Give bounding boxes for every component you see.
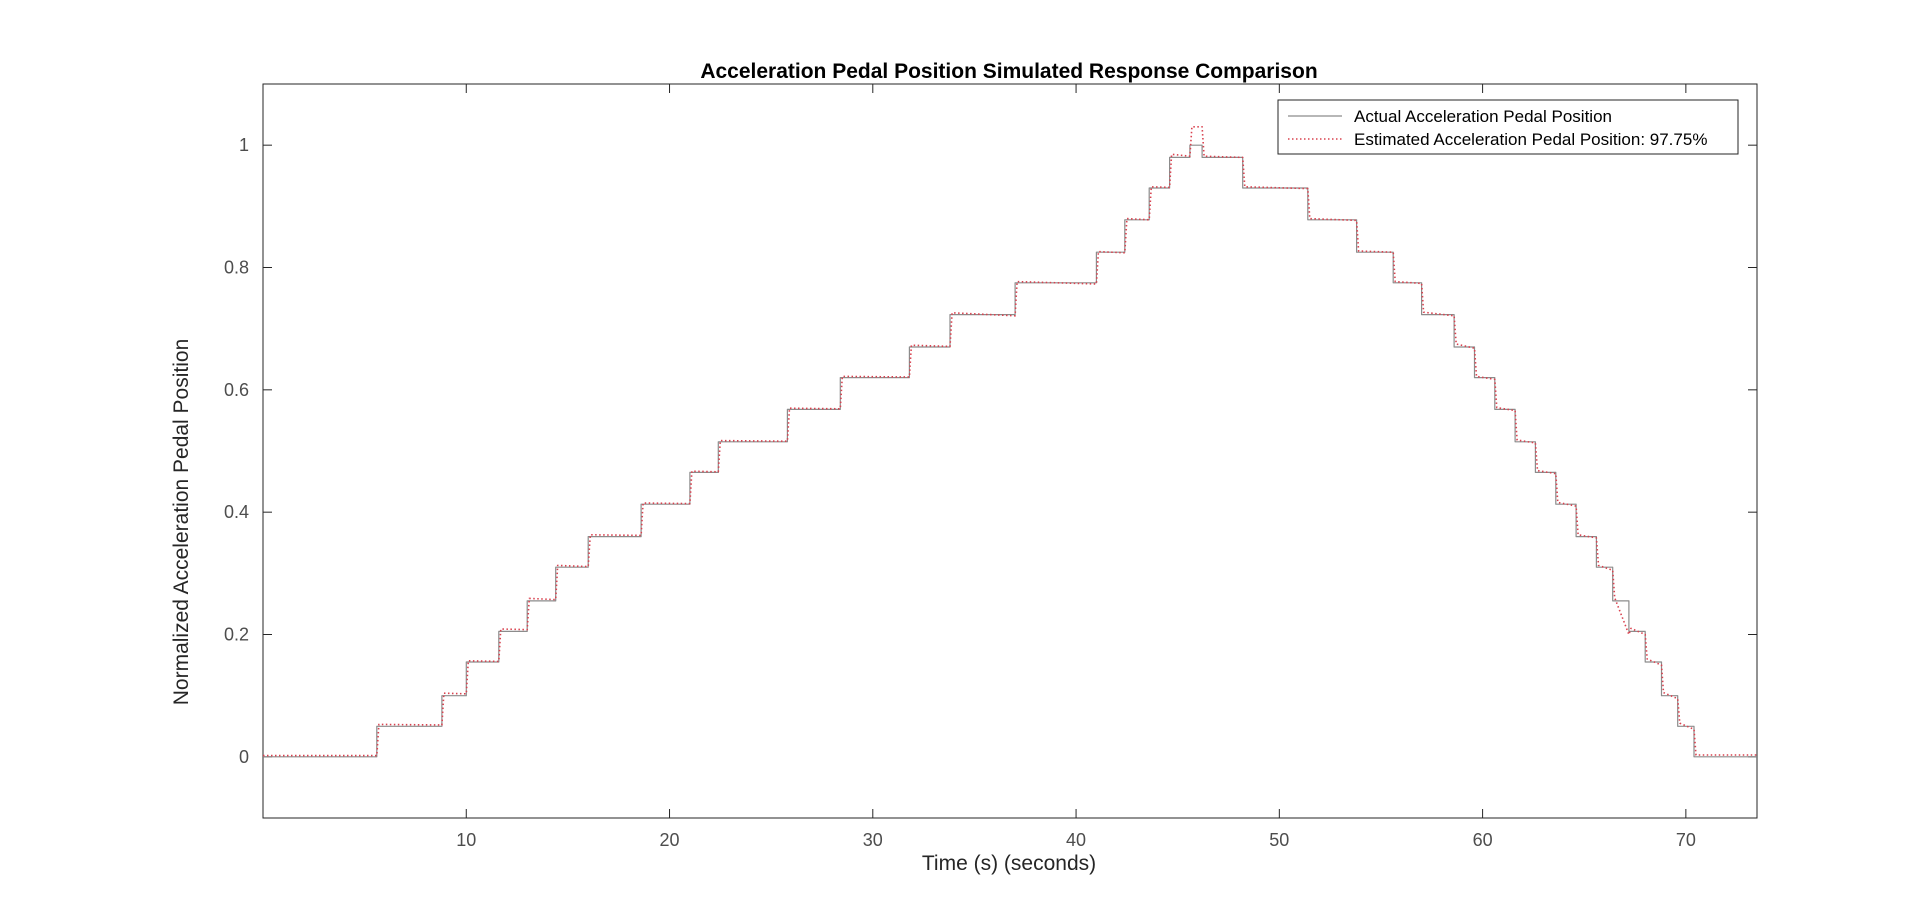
x-tick-label: 60 [1473, 830, 1493, 850]
x-tick-label: 50 [1269, 830, 1289, 850]
legend-entry-estimated: Estimated Acceleration Pedal Position: 9… [1354, 130, 1707, 149]
y-tick-label: 0.2 [224, 625, 249, 645]
y-axis-label: Normalized Acceleration Pedal Position [170, 339, 193, 706]
x-tick-label: 40 [1066, 830, 1086, 850]
x-axis: 10 20 30 40 50 60 70 [456, 84, 1696, 850]
series-line-actual [263, 144, 1757, 758]
y-tick-label: 0.4 [224, 502, 249, 522]
y-tick-label: 0.8 [224, 258, 249, 278]
legend-entry-actual: Actual Acceleration Pedal Position [1354, 107, 1612, 126]
x-axis-label: Time (s) (seconds) [922, 852, 1096, 875]
x-tick-label: 20 [660, 830, 680, 850]
series-layer [263, 126, 1757, 758]
plot-area: 10 20 30 40 50 60 70 0 0.2 0.4 0.6 0.8 1 [224, 83, 1758, 850]
x-tick-label: 70 [1676, 830, 1696, 850]
x-tick-label: 10 [456, 830, 476, 850]
axes-box [262, 83, 1758, 819]
chart-title: Acceleration Pedal Position Simulated Re… [700, 60, 1317, 83]
y-axis: 0 0.2 0.4 0.6 0.8 1 [224, 135, 1757, 767]
legend: Actual Acceleration Pedal Position Estim… [1277, 99, 1739, 155]
y-tick-label: 0 [239, 747, 249, 767]
y-tick-label: 1 [239, 135, 249, 155]
legend-box [1277, 99, 1739, 155]
x-tick-label: 30 [863, 830, 883, 850]
y-tick-label: 0.6 [224, 380, 249, 400]
